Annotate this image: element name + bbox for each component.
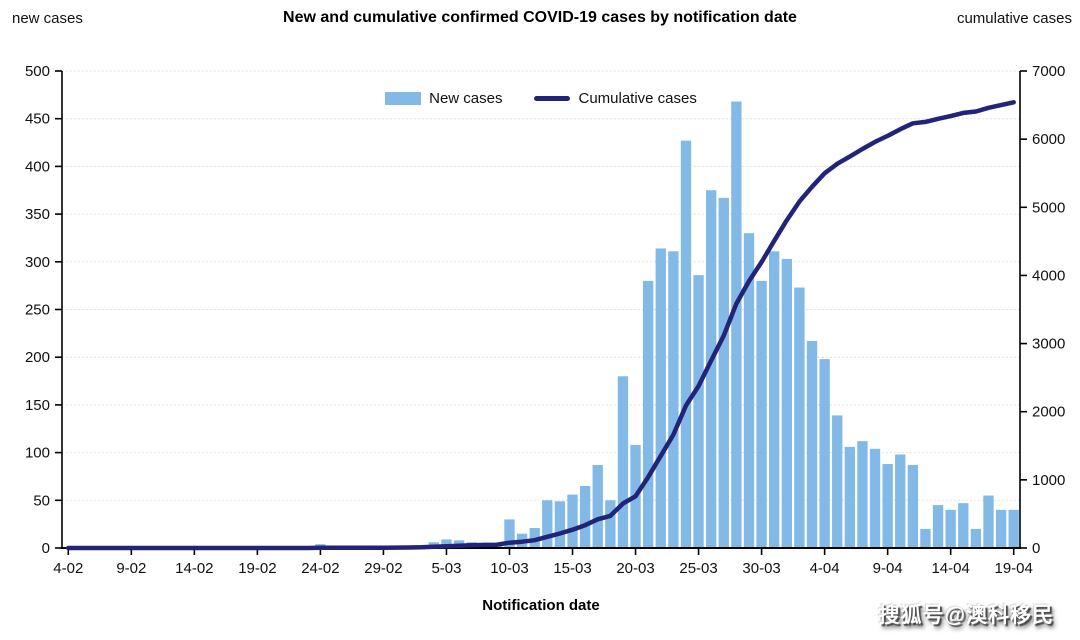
new-cases-bar (806, 340, 818, 548)
left-tick-label: 350 (25, 206, 50, 223)
x-tick-label: 5-03 (431, 560, 461, 577)
right-tick-label: 2000 (1032, 404, 1065, 421)
new-cases-bar (504, 519, 515, 548)
new-cases-bar (693, 275, 704, 548)
new-cases-bar (769, 251, 780, 548)
new-cases-bar (995, 509, 1007, 548)
new-cases-bar (605, 500, 616, 548)
new-cases-bar (579, 485, 591, 548)
new-cases-bar (718, 197, 729, 548)
cumulative-cases-swatch (534, 96, 571, 101)
new-cases-bar (731, 101, 742, 548)
new-cases-bar (920, 528, 931, 548)
new-cases-bar (819, 359, 830, 548)
new-cases-bar (869, 448, 881, 548)
left-axis-title: new cases (12, 10, 83, 27)
left-tick-label: 200 (25, 349, 50, 366)
x-tick-label: 25-03 (679, 560, 717, 577)
new-cases-bar (642, 280, 654, 548)
new-cases-bar (743, 233, 755, 548)
left-tick-label: 50 (33, 492, 50, 509)
new-cases-bar (668, 251, 679, 548)
legend-cumulative-cases-label: Cumulative cases (578, 90, 697, 107)
new-cases-bar (655, 248, 666, 548)
x-tick-label: 30-03 (742, 560, 780, 577)
new-cases-bar (932, 505, 944, 548)
legend-new-cases-label: New cases (429, 90, 503, 107)
x-tick-label: 4-02 (53, 560, 83, 577)
new-cases-bar (983, 495, 994, 548)
new-cases-bar (617, 376, 629, 548)
x-tick-label: 24-02 (301, 560, 339, 577)
right-tick-label: 7000 (1032, 63, 1065, 80)
left-tick-label: 150 (25, 397, 50, 414)
right-tick-label: 4000 (1032, 267, 1065, 284)
legend: New cases Cumulative cases (62, 90, 1020, 107)
chart-title: New and cumulative confirmed COVID-19 ca… (283, 9, 797, 26)
new-cases-bar (832, 415, 843, 548)
x-tick-label: 20-03 (616, 560, 654, 577)
new-cases-bar (857, 441, 868, 548)
x-tick-label: 9-02 (116, 560, 146, 577)
x-axis-title: Notification date (482, 597, 600, 614)
x-tick-label: 9-04 (873, 560, 903, 577)
x-tick-label: 4-04 (810, 560, 840, 577)
new-cases-bar (756, 280, 767, 548)
new-cases-bar (680, 140, 692, 548)
watermark: 搜狐号@澳科移民 (878, 604, 1054, 627)
cumulative-cases-line (66, 100, 1016, 551)
left-tick-label: 400 (25, 158, 50, 175)
new-cases-bar (441, 539, 452, 548)
right-tick-label: 5000 (1032, 199, 1065, 216)
left-tick-label: 250 (25, 302, 50, 319)
right-tick-label: 3000 (1032, 336, 1065, 353)
new-cases-bar (592, 465, 603, 548)
new-cases-bar (706, 190, 717, 548)
new-cases-bar (567, 494, 578, 548)
x-tick-label: 19-04 (995, 560, 1033, 577)
right-tick-label: 0 (1032, 540, 1040, 557)
new-cases-bar (1008, 509, 1019, 548)
left-tick-label: 0 (42, 540, 50, 557)
x-tick-label: 14-04 (931, 560, 969, 577)
x-tick-label: 19-02 (238, 560, 276, 577)
new-cases-bar (945, 509, 956, 548)
x-tick-label: 10-03 (490, 560, 528, 577)
x-tick-label: 14-02 (175, 560, 213, 577)
left-tick-label: 300 (25, 254, 50, 271)
new-cases-bar (844, 446, 855, 548)
right-axis-title: cumulative cases (956, 10, 1072, 27)
new-cases-bar (882, 464, 893, 548)
new-cases-bar (895, 454, 906, 548)
left-tick-label: 100 (25, 445, 50, 462)
new-cases-bar (781, 258, 792, 548)
left-tick-label: 500 (25, 63, 50, 80)
right-tick-label: 6000 (1032, 131, 1065, 148)
x-tick-label: 29-02 (364, 560, 402, 577)
new-cases-swatch (385, 92, 422, 105)
new-cases-bar (958, 503, 969, 548)
new-cases-bar (542, 500, 553, 548)
new-cases-bar (554, 501, 566, 548)
new-cases-bar (794, 287, 805, 548)
new-cases-bar (970, 528, 982, 548)
x-tick-label: 15-03 (553, 560, 591, 577)
new-cases-bar (907, 465, 919, 548)
right-tick-label: 1000 (1032, 472, 1065, 489)
left-tick-label: 450 (25, 111, 50, 128)
